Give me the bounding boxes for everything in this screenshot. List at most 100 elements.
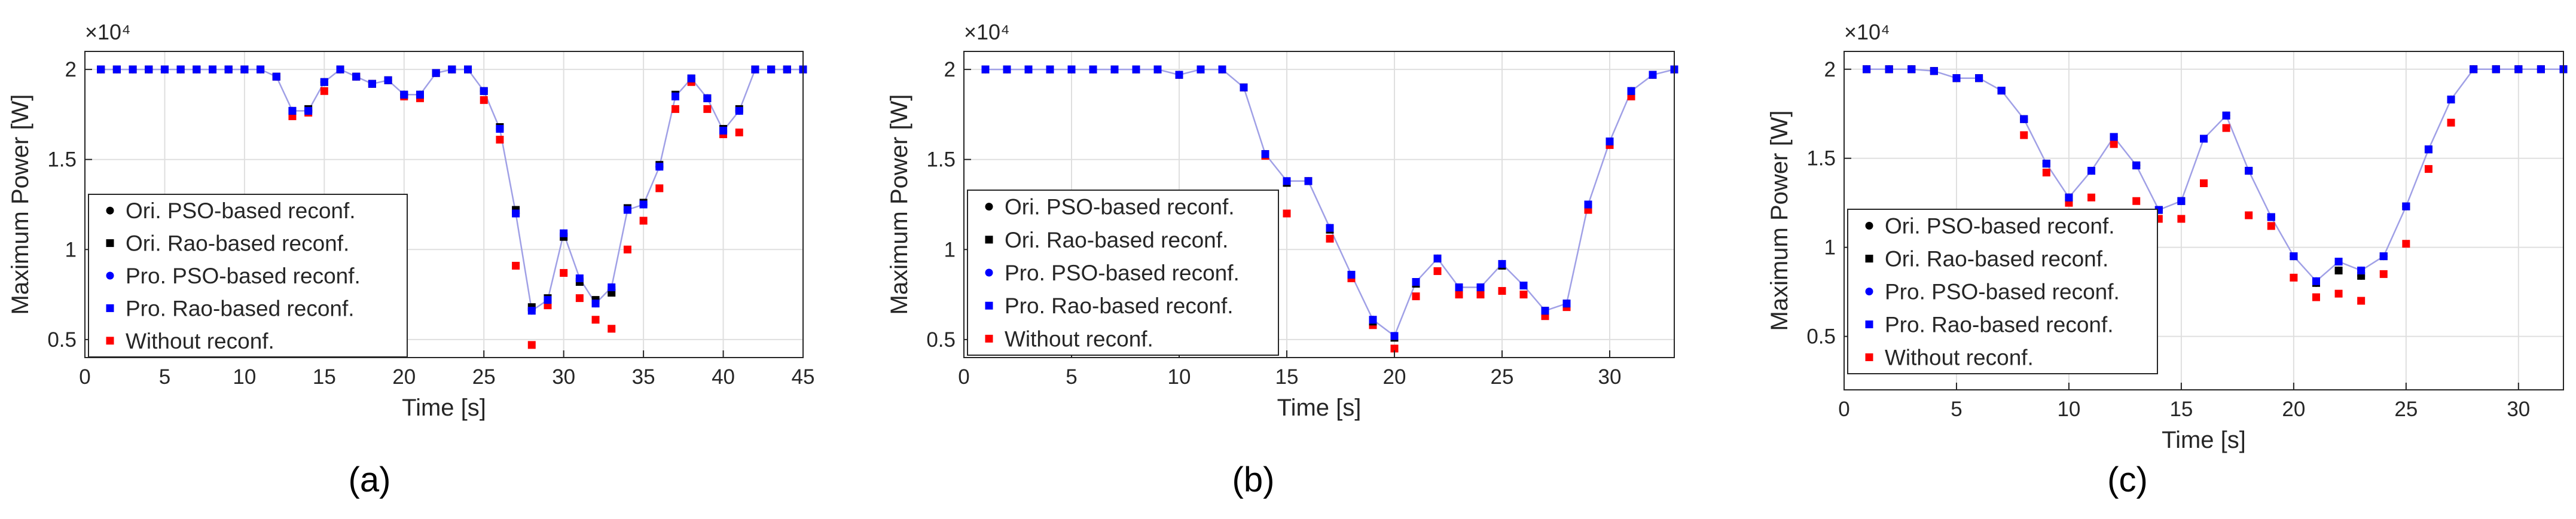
data-point: [384, 76, 392, 84]
legend-box: [1847, 209, 2158, 374]
x-tick-label: 10: [2057, 398, 2080, 421]
data-point: [288, 106, 297, 115]
data-point: [1584, 200, 1592, 209]
data-point: [1283, 209, 1291, 218]
y-tick-label: 1: [944, 238, 956, 261]
y-tick-label: 2: [944, 58, 956, 81]
series-pro-rao-based-reconf: [97, 65, 807, 315]
x-tick-label: 25: [2394, 398, 2418, 421]
data-point: [1240, 83, 1248, 91]
x-tick-label: 40: [712, 365, 735, 389]
y-tick-label: 0.5: [1806, 325, 1836, 349]
y-tick-label: 1: [1824, 236, 1836, 260]
data-point: [719, 127, 728, 135]
data-point: [1003, 65, 1011, 74]
legend-label: Ori. Rao-based reconf.: [1885, 247, 2108, 271]
data-point: [671, 92, 679, 100]
data-point: [240, 65, 249, 74]
data-point: [464, 65, 472, 74]
data-point: [735, 106, 743, 115]
data-point: [2020, 115, 2028, 123]
data-point: [1649, 71, 1657, 79]
panel-caption: (a): [349, 460, 391, 499]
legend-label: Pro. Rao-based reconf.: [1885, 313, 2114, 337]
legend-marker: [106, 337, 114, 345]
data-point: [1390, 332, 1399, 340]
legend-marker: [106, 206, 114, 215]
data-point: [655, 184, 664, 193]
x-tick-label: 0: [1838, 398, 1849, 421]
legend-label: Without reconf.: [1885, 346, 2034, 370]
data-point: [2334, 266, 2343, 274]
data-point: [2447, 95, 2455, 103]
data-point: [2132, 161, 2141, 170]
x-tick-label: 20: [1383, 365, 1406, 389]
chart-panel-a: 0 5 10 15 20 25 30 35 40 45 0.5 1 1.5 2 ×10⁴ Time [s] Ma…: [7, 20, 814, 499]
data-point: [2267, 213, 2275, 221]
data-point: [1519, 282, 1528, 290]
data-point: [2087, 193, 2096, 202]
legend-label: Ori. PSO-based reconf.: [1885, 214, 2115, 239]
data-point: [2200, 135, 2208, 143]
legend-marker: [106, 304, 114, 312]
data-point: [224, 65, 233, 74]
legend-box: [967, 190, 1279, 356]
legend-marker: [1865, 222, 1873, 230]
legend-label: Ori. Rao-based reconf.: [126, 231, 349, 256]
panel-caption: (b): [1232, 460, 1275, 499]
legend-marker: [985, 236, 993, 244]
legend-marker: [985, 301, 993, 310]
y-axis-label: Maximum Power [W]: [7, 94, 33, 315]
chart-panel-b: 0 5 10 15 20 25 30 0.5 1 1.5 2 ×10⁴ Time [s] Maximum …: [886, 20, 1678, 499]
data-point: [2334, 258, 2343, 266]
data-point: [1476, 283, 1485, 292]
data-point: [2514, 65, 2523, 74]
legend-marker: [1865, 255, 1873, 262]
data-point: [2087, 167, 2096, 175]
x-tick-label: 25: [472, 365, 496, 389]
x-tick-label: 0: [79, 365, 90, 389]
data-point: [1412, 292, 1420, 301]
data-point: [1261, 150, 1269, 158]
data-point: [1455, 291, 1463, 299]
x-tick-label: 35: [632, 365, 655, 389]
y-tick-label: 0.5: [926, 328, 956, 352]
data-point: [1089, 65, 1097, 74]
data-point: [1541, 307, 1549, 315]
data-point: [1024, 65, 1033, 74]
data-point: [2110, 133, 2118, 141]
data-point: [2424, 145, 2432, 154]
data-point: [1606, 138, 1614, 146]
data-point: [304, 106, 313, 115]
x-tick-label: 15: [2169, 398, 2193, 421]
data-point: [639, 216, 648, 225]
data-point: [2312, 293, 2320, 301]
x-tick-label: 20: [2282, 398, 2305, 421]
data-point: [1455, 283, 1463, 292]
data-point: [1519, 291, 1528, 299]
data-point: [2222, 124, 2230, 132]
y-axis-label: Maximum Power [W]: [1766, 111, 1793, 331]
x-tick-label: 15: [313, 365, 336, 389]
data-point: [352, 72, 361, 81]
x-tick-label: 20: [392, 365, 416, 389]
data-point: [527, 307, 536, 315]
data-point: [2290, 252, 2298, 261]
y-tick-label: 2: [65, 58, 77, 81]
data-point: [2402, 202, 2410, 210]
legend-label: Pro. PSO-based reconf.: [1885, 280, 2120, 304]
data-point: [176, 65, 185, 74]
data-point: [400, 90, 408, 99]
data-point: [160, 65, 169, 74]
legend-box: [88, 194, 408, 358]
data-point: [2290, 273, 2298, 282]
data-point: [1218, 65, 1226, 74]
data-point: [2042, 160, 2050, 168]
x-tick-label: 5: [159, 365, 170, 389]
data-point: [623, 206, 631, 214]
legend-label: Pro. Rao-based reconf.: [126, 296, 355, 320]
data-point: [448, 65, 456, 74]
legend-label: Ori. PSO-based reconf.: [1005, 195, 1235, 219]
data-point: [2424, 165, 2432, 173]
data-point: [2537, 65, 2545, 74]
